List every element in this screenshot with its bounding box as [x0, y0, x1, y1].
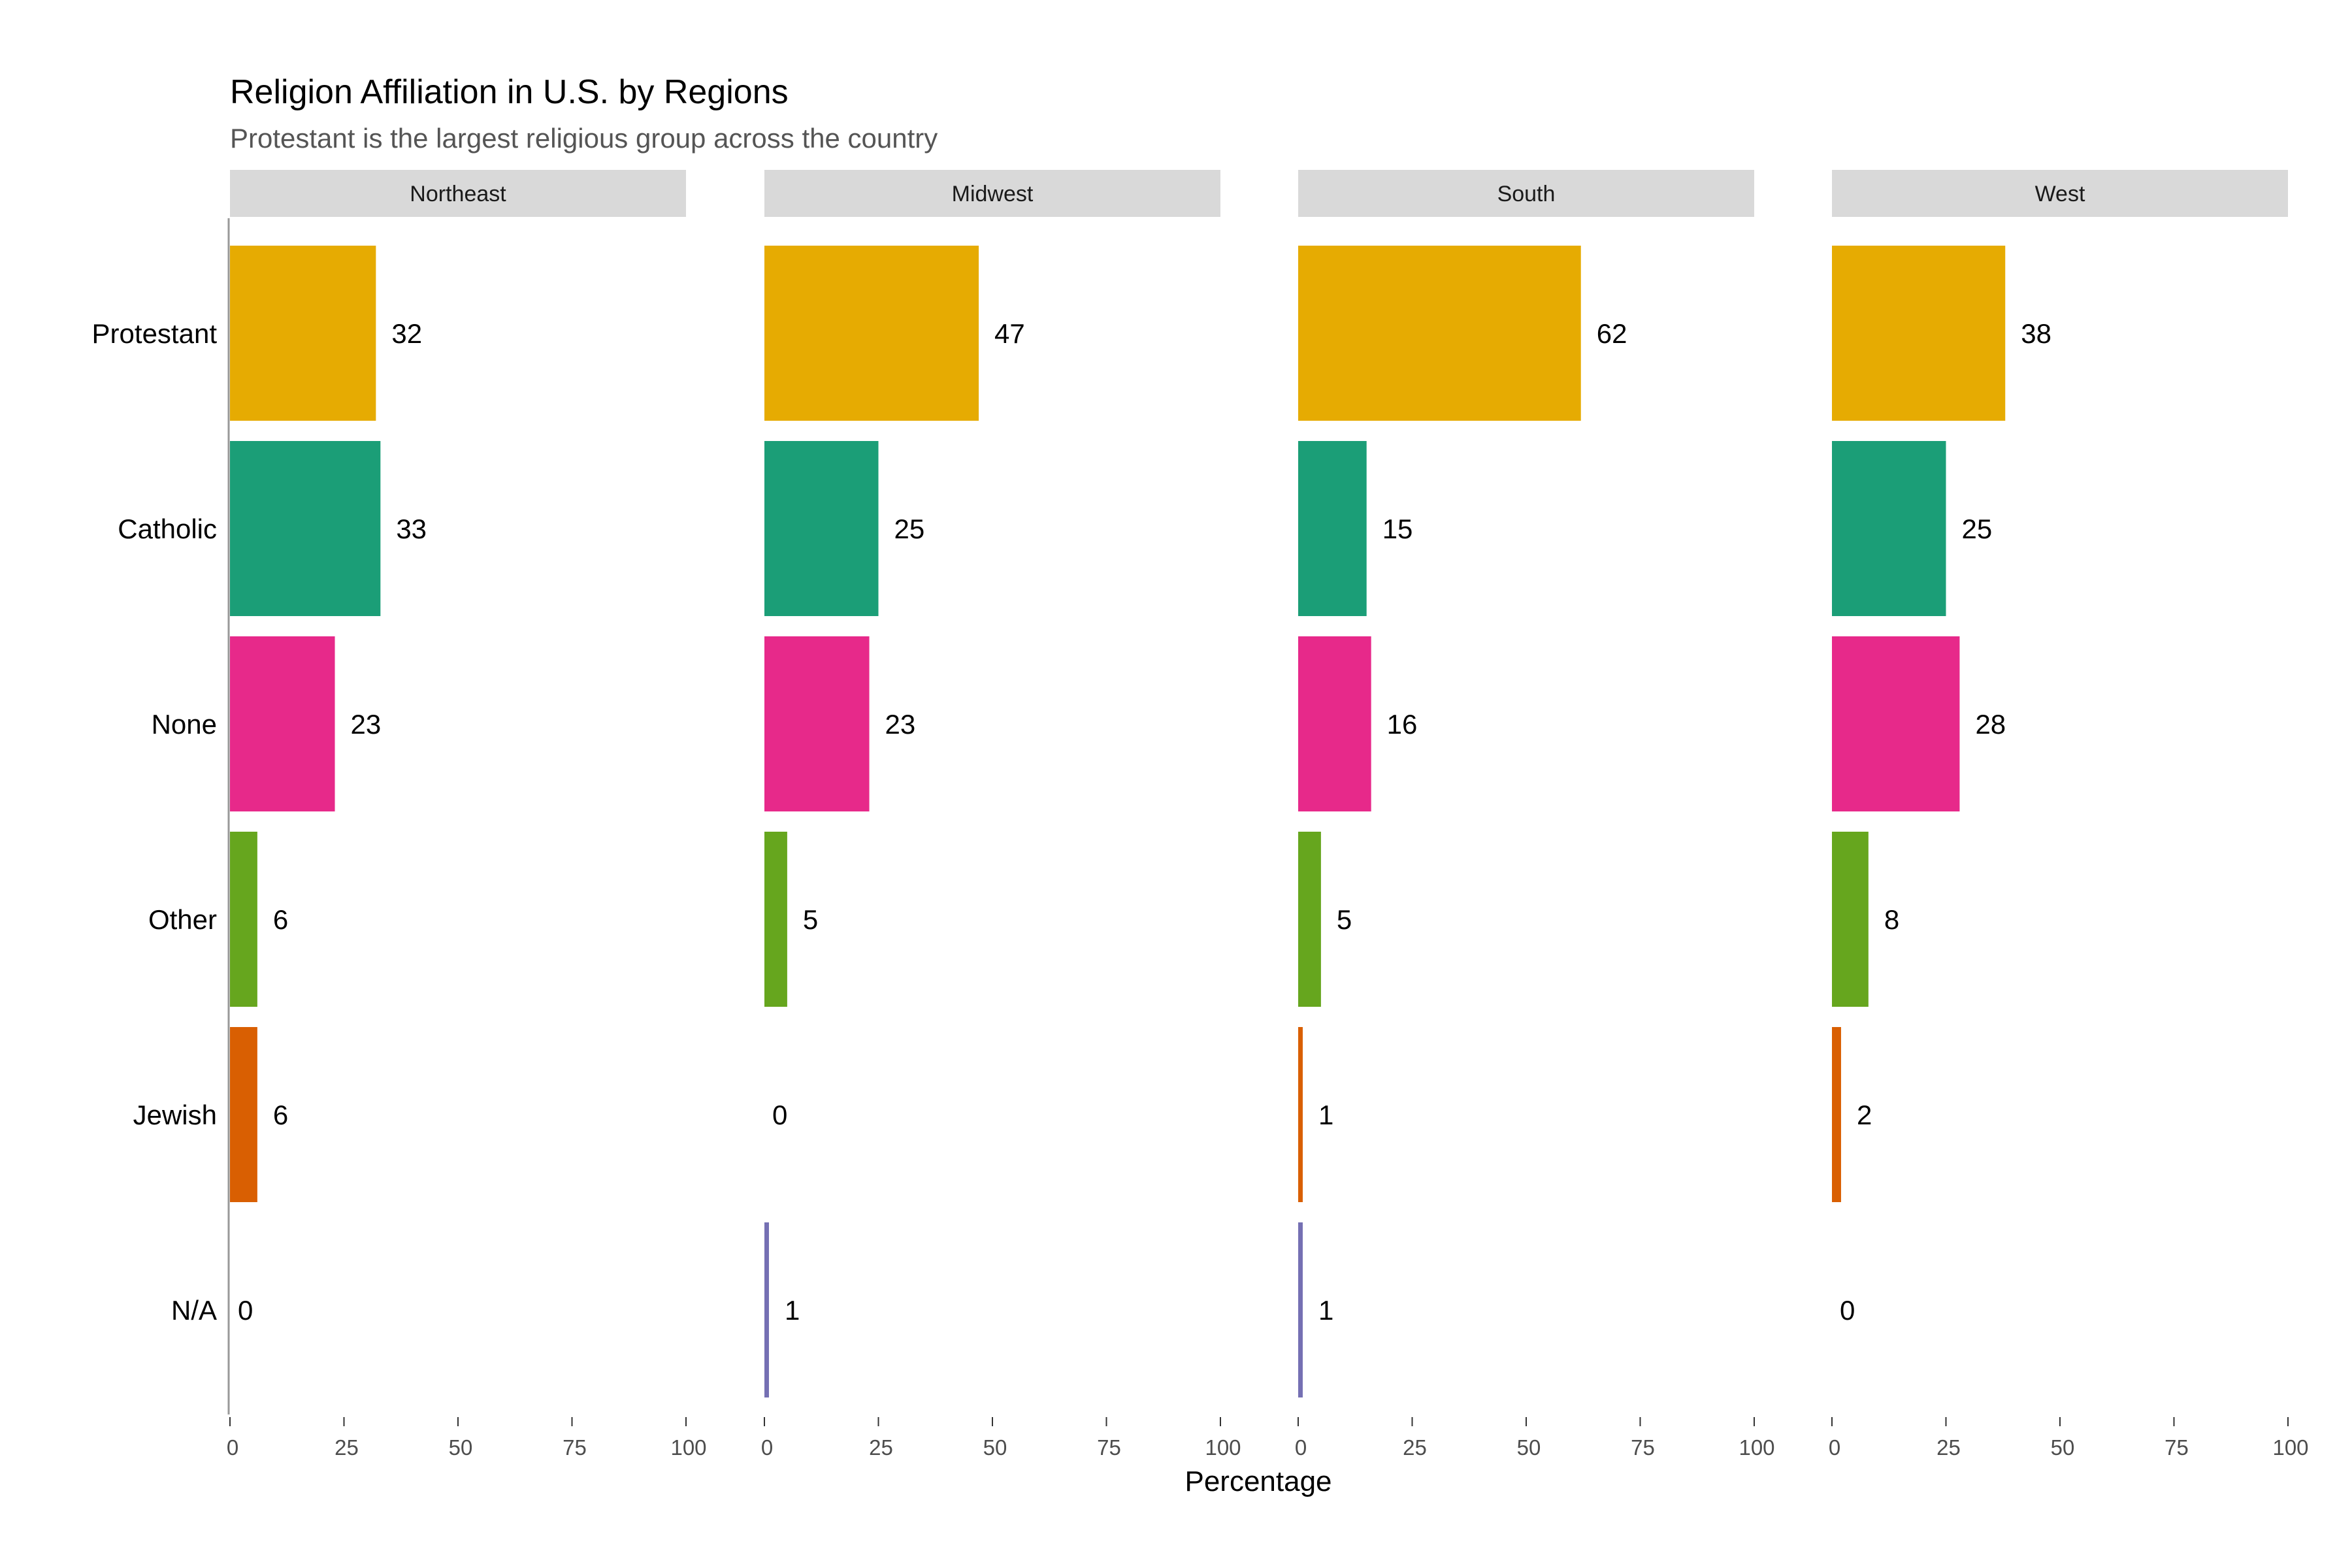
panel-northeast: Northeast 32 33 23 6 6 0 0 25 50 75 100	[227, 170, 707, 1460]
value-label: 23	[885, 709, 916, 740]
bar-other	[1832, 832, 1869, 1007]
value-label: 16	[1387, 709, 1418, 740]
panel-south: South 62 15 16 5 1 1 0 25 50 75 100	[1295, 170, 1775, 1460]
x-tick-label: 25	[1936, 1435, 1961, 1460]
value-label: 23	[351, 709, 382, 740]
x-tick-label: 100	[1205, 1435, 1241, 1460]
bar-protestant	[1832, 246, 2006, 421]
facet-strip	[1832, 170, 2288, 217]
bar-protestant	[1298, 246, 1581, 421]
bar-jewish	[230, 1027, 257, 1202]
bar-none	[764, 636, 870, 811]
value-label: 0	[238, 1295, 253, 1326]
bar-jewish	[1298, 1027, 1303, 1202]
bar-n-a	[1298, 1222, 1303, 1397]
facet-strip-label: Northeast	[410, 182, 506, 206]
x-tick-label: 0	[761, 1435, 773, 1460]
value-label: 0	[1840, 1295, 1855, 1326]
bar-none	[230, 636, 335, 811]
bar-none	[1298, 636, 1371, 811]
value-label: 25	[1962, 514, 1993, 544]
value-label: 28	[1975, 709, 2006, 740]
y-category-label: Other	[148, 904, 217, 935]
chart-title: Religion Affiliation in U.S. by Regions	[230, 73, 789, 111]
bar-n-a	[764, 1222, 769, 1397]
x-tick-label: 0	[227, 1435, 238, 1460]
x-tick-label: 25	[1403, 1435, 1427, 1460]
value-label: 5	[1337, 904, 1352, 935]
x-tick-label: 0	[1295, 1435, 1307, 1460]
x-tick-label: 50	[983, 1435, 1007, 1460]
y-category-label: N/A	[171, 1295, 217, 1326]
value-label: 25	[894, 514, 925, 544]
value-label: 5	[803, 904, 818, 935]
value-label: 1	[1318, 1100, 1333, 1130]
y-category-label: Jewish	[133, 1100, 217, 1130]
y-category-label: Catholic	[118, 514, 217, 544]
x-tick-label: 25	[869, 1435, 893, 1460]
bar-other	[1298, 832, 1321, 1007]
x-tick-label: 75	[563, 1435, 587, 1460]
y-category-label: None	[152, 709, 217, 740]
bar-protestant	[764, 246, 979, 421]
x-tick-label: 75	[2164, 1435, 2189, 1460]
bar-other	[764, 832, 787, 1007]
facet-strip	[764, 170, 1220, 217]
x-tick-label: 100	[2272, 1435, 2308, 1460]
x-tick-label: 50	[449, 1435, 473, 1460]
bar-catholic	[764, 441, 879, 616]
x-tick-label: 75	[1631, 1435, 1655, 1460]
value-label: 6	[273, 904, 288, 935]
bar-catholic	[1298, 441, 1367, 616]
value-label: 6	[273, 1100, 288, 1130]
x-tick-label: 75	[1097, 1435, 1121, 1460]
y-category-label: Protestant	[92, 318, 218, 349]
value-label: 38	[2021, 318, 2051, 349]
value-label: 0	[772, 1100, 787, 1130]
bar-catholic	[1832, 441, 1946, 616]
x-tick-label: 100	[670, 1435, 706, 1460]
value-label: 47	[994, 318, 1025, 349]
bar-jewish	[1832, 1027, 1841, 1202]
value-label: 33	[396, 514, 427, 544]
bar-catholic	[230, 441, 381, 616]
x-tick-label: 25	[335, 1435, 359, 1460]
y-axis: Protestant Catholic None Other Jewish N/A	[92, 218, 230, 1414]
bar-other	[230, 832, 257, 1007]
value-label: 15	[1382, 514, 1413, 544]
facet-strip-label: Midwest	[952, 182, 1034, 206]
value-label: 1	[785, 1295, 800, 1326]
facet-strip-label: South	[1497, 182, 1556, 206]
x-tick-label: 0	[1829, 1435, 1840, 1460]
facet-strip	[1298, 170, 1754, 217]
x-tick-label: 50	[1517, 1435, 1541, 1460]
panel-west: West 38 25 28 8 2 0 0 25 50 75 100	[1829, 170, 2309, 1460]
value-label: 1	[1318, 1295, 1333, 1326]
bar-none	[1832, 636, 1960, 811]
value-label: 2	[1857, 1100, 1872, 1130]
chart-subtitle: Protestant is the largest religious grou…	[230, 123, 938, 154]
value-label: 62	[1597, 318, 1627, 349]
facet-strip	[230, 170, 686, 217]
x-axis-title: Percentage	[1184, 1465, 1331, 1497]
facet-strip-label: West	[2035, 182, 2085, 206]
bar-protestant	[230, 246, 376, 421]
x-tick-label: 50	[2051, 1435, 2075, 1460]
value-label: 8	[1884, 904, 1899, 935]
x-tick-label: 100	[1739, 1435, 1774, 1460]
value-label: 32	[391, 318, 422, 349]
